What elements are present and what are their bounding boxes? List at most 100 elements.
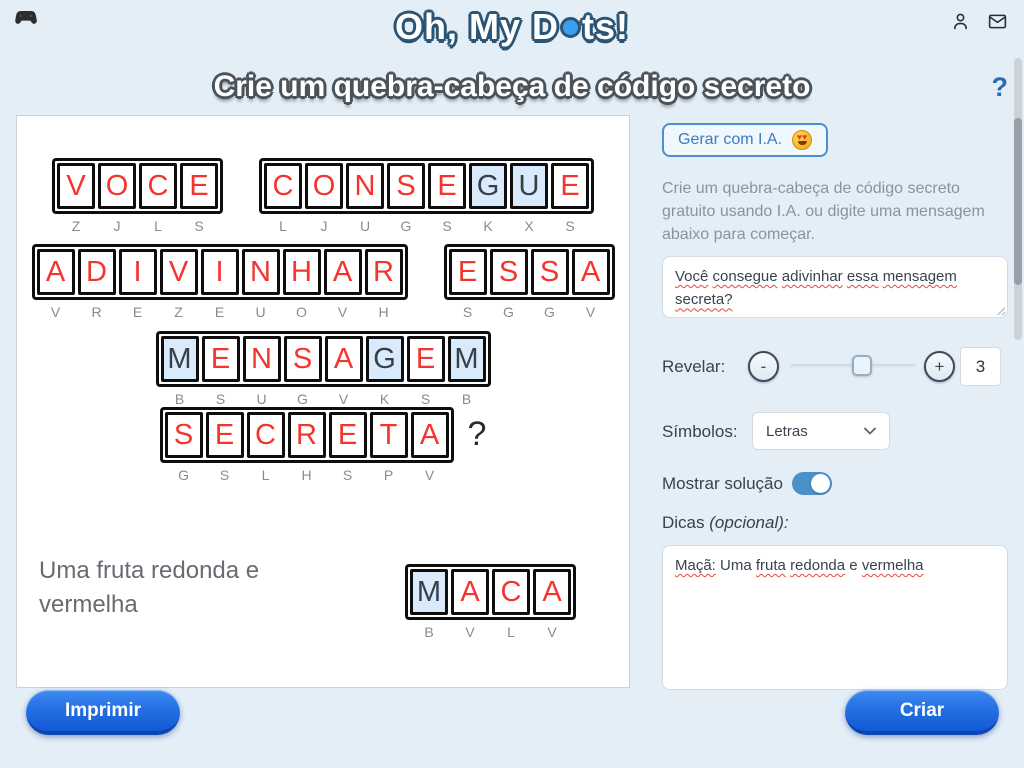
code-letter: G	[503, 304, 514, 320]
puzzle-cell: C	[264, 163, 302, 209]
puzzle-cell: O	[305, 163, 343, 209]
code-letter: S	[219, 467, 230, 483]
heart-eyes-emoji-icon: ♥♥	[792, 130, 813, 150]
code-letter: V	[465, 624, 475, 640]
puzzle-cell: M	[410, 569, 448, 615]
code-letter: L	[261, 467, 270, 483]
symbols-row: Símbolos: Letras	[662, 412, 1008, 450]
puzzle-cell: R	[364, 249, 403, 295]
code-letter: G	[178, 467, 189, 483]
puzzle-cell: S	[387, 163, 425, 209]
mail-icon[interactable]	[987, 11, 1008, 32]
puzzle-cell: H	[282, 249, 321, 295]
code-letter: B	[174, 391, 185, 407]
puzzle-cell: I	[200, 249, 239, 295]
settings-sidebar: Gerar com I.A. ♥♥ Crie um quebra-cabeça …	[662, 115, 1008, 690]
puzzle-cell: C	[246, 412, 285, 458]
puzzle-cell: E	[328, 412, 367, 458]
reveal-plus-button[interactable]: +	[924, 351, 955, 382]
code-letter: G	[400, 218, 412, 234]
message-textarea[interactable]: Você consegue adivinhar essa mensagem se…	[662, 256, 1008, 318]
word: e	[849, 557, 858, 574]
hint-text: Uma fruta redonda e vermelha	[39, 557, 260, 618]
puzzle-cell: V	[159, 249, 198, 295]
code-letter: B	[424, 624, 434, 640]
puzzle-cell: S	[164, 412, 203, 458]
question-mark: ?	[467, 415, 487, 453]
reveal-label: Revelar:	[662, 357, 726, 376]
puzzle-row: S E C R E T A G S L H S P V?	[17, 407, 629, 483]
hints-textarea[interactable]: Maçã: Uma fruta redonda e vermelha	[662, 545, 1008, 690]
puzzle-cell: E	[428, 163, 466, 209]
code-letter: L	[279, 218, 287, 234]
puzzle-cell: A	[451, 569, 489, 615]
puzzle-cell: N	[242, 336, 281, 382]
logo-text-right: ts!	[582, 6, 629, 47]
reveal-slider-track[interactable]	[790, 355, 916, 376]
code-letter: L	[154, 218, 162, 234]
puzzle-cell: C	[492, 569, 530, 615]
help-icon[interactable]: ?	[991, 72, 1009, 102]
gamepad-icon[interactable]	[13, 9, 39, 27]
symbols-dropdown[interactable]: Letras	[752, 412, 890, 450]
user-icon[interactable]	[950, 11, 971, 32]
puzzle-cell: M	[160, 336, 199, 382]
puzzle-cell: V	[57, 163, 95, 209]
show-solution-label: Mostrar solução	[662, 473, 783, 493]
puzzle-cell: M	[447, 336, 486, 382]
code-letter: H	[378, 304, 389, 320]
reveal-minus-button[interactable]: -	[748, 351, 779, 382]
code-letter: P	[383, 467, 394, 483]
generate-ai-button[interactable]: Gerar com I.A. ♥♥	[662, 123, 829, 157]
scrollbar-thumb[interactable]	[1014, 118, 1022, 285]
code-letter: V	[547, 624, 557, 640]
puzzle-cell: G	[469, 163, 507, 209]
generate-ai-label: Gerar com I.A.	[678, 131, 783, 148]
puzzle-cell: A	[571, 249, 610, 295]
code-letter: L	[507, 624, 515, 640]
code-letter: K	[379, 391, 390, 407]
puzzle-cell: G	[365, 336, 404, 382]
code-letter: S	[565, 218, 575, 234]
solution-toggle[interactable]	[791, 472, 832, 495]
print-button[interactable]: Imprimir	[26, 690, 180, 735]
word: vermelha	[861, 557, 924, 574]
reveal-count-input[interactable]	[960, 347, 1001, 386]
intro-text: Crie um quebra-cabeça de código secreto …	[662, 180, 985, 244]
revelar-slider-handle[interactable]	[851, 355, 872, 376]
code-letter: X	[524, 218, 534, 234]
code-letter: U	[359, 218, 371, 234]
code-letter: V	[337, 304, 348, 320]
hints-label: Dicas (opcional):	[662, 513, 789, 533]
word: consegue	[712, 268, 778, 285]
header-actions	[950, 11, 1008, 32]
code-letter: H	[301, 467, 312, 483]
word: secreta?	[675, 291, 733, 309]
create-button[interactable]: Criar	[845, 690, 999, 735]
puzzle-cell: A	[410, 412, 449, 458]
code-letter: V	[585, 304, 596, 320]
symbols-label: Símbolos:	[662, 422, 738, 441]
word: adivinhar	[781, 268, 843, 285]
code-letter: G	[297, 391, 308, 407]
puzzle-cell: E	[551, 163, 589, 209]
code-letter: U	[256, 391, 267, 407]
code-letter: B	[461, 391, 472, 407]
word: Uma	[720, 557, 752, 574]
puzzle-cell: A	[36, 249, 75, 295]
code-letter: K	[483, 218, 493, 234]
